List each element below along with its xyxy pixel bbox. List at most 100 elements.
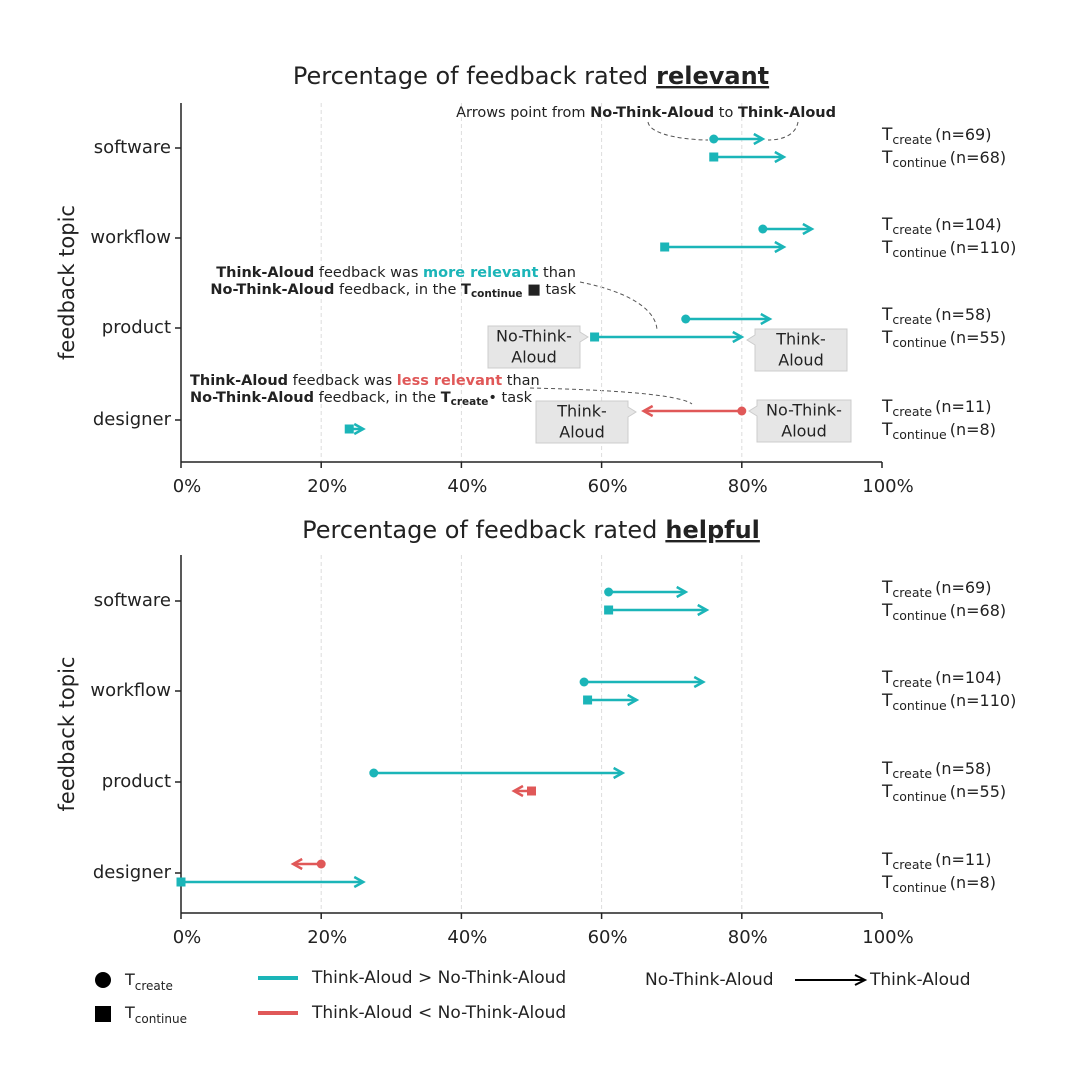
annotation-run: to xyxy=(714,105,738,121)
legend-marker-square xyxy=(95,1006,111,1022)
arrow xyxy=(176,875,366,889)
n-label: Tcreate (n=58) xyxy=(881,759,991,781)
arrow xyxy=(681,312,773,326)
arrow xyxy=(290,857,326,871)
n-label-count: (n=68) xyxy=(950,148,1006,167)
title-text: Percentage of feedback rated xyxy=(293,62,648,90)
x-tick-label: 40% xyxy=(447,927,487,948)
n-label-symbol: T xyxy=(881,215,893,235)
callout-text: Aloud xyxy=(559,423,604,442)
y-axis-label: feedback topic xyxy=(55,205,79,360)
arrowhead xyxy=(676,585,689,599)
annotation-run: feedback, in the xyxy=(314,390,441,406)
y-tick-label: designer xyxy=(93,862,172,883)
arrowhead xyxy=(774,240,787,254)
n-label-subscript: continue xyxy=(892,335,947,350)
annotation-line: Think-Aloud feedback was more relevant t… xyxy=(216,265,576,281)
n-label: Tcreate (n=69) xyxy=(881,125,991,147)
n-label: Tcontinue (n=55) xyxy=(881,782,1006,804)
n-label-subscript: continue xyxy=(892,698,947,713)
connectors xyxy=(529,121,799,405)
callout-box xyxy=(535,400,637,444)
legend-subscript: create xyxy=(135,979,173,993)
n-label-symbol: T xyxy=(881,782,893,802)
n-label-count: (n=104) xyxy=(935,668,1002,687)
callout-box xyxy=(746,328,848,372)
y-tick-label: designer xyxy=(93,409,172,430)
y-tick-label: product xyxy=(102,771,171,792)
n-label-count: (n=58) xyxy=(935,305,991,324)
n-label-symbol: T xyxy=(881,850,893,870)
marker-circle xyxy=(681,314,691,324)
x-tick-label: 60% xyxy=(588,476,628,497)
n-label-count: (n=69) xyxy=(935,578,991,597)
y-tick-label: software xyxy=(94,590,171,611)
annotation-run: • task xyxy=(488,390,532,406)
legend-label: Think-Aloud xyxy=(869,970,971,990)
n-label-symbol: T xyxy=(881,873,893,893)
x-tick-label: 80% xyxy=(728,927,768,948)
annotation-line: No-Think-Aloud feedback, in the Tcontinu… xyxy=(210,282,576,300)
arrowhead xyxy=(641,404,654,418)
n-label-count: (n=69) xyxy=(935,125,991,144)
callout-text: Aloud xyxy=(781,422,826,441)
n-label-count: (n=68) xyxy=(950,601,1006,620)
annotation-run: Think-Aloud xyxy=(190,373,288,389)
n-label-count: (n=58) xyxy=(935,759,991,778)
callout-text: Think- xyxy=(775,330,826,349)
n-label-subscript: create xyxy=(892,585,932,600)
annotation-run: T xyxy=(441,390,451,406)
legend-symbol: T xyxy=(124,1003,135,1022)
legend-label: Tcreate xyxy=(124,970,173,993)
marker-square xyxy=(709,152,719,162)
annotation-run: No-Think-Aloud xyxy=(590,105,714,121)
annotation-run: create xyxy=(451,396,489,408)
n-label-subscript: create xyxy=(892,132,932,147)
arrow xyxy=(579,675,706,689)
n-label-subscript: create xyxy=(892,222,932,237)
n-label: Tcontinue (n=8) xyxy=(881,873,996,895)
legend-label: Tcontinue xyxy=(124,1003,187,1026)
annotation-line: Think-Aloud feedback was less relevant t… xyxy=(190,373,540,389)
y-tick-label: product xyxy=(102,317,171,338)
x-tick-label: 40% xyxy=(447,476,487,497)
n-label-subscript: continue xyxy=(892,880,947,895)
title-text: Percentage of feedback rated xyxy=(302,516,657,544)
legend-label: Think-Aloud > No-Think-Aloud xyxy=(311,968,566,988)
n-label: Tcontinue (n=68) xyxy=(881,148,1006,170)
n-label-subscript: continue xyxy=(892,608,947,623)
legend-symbol: T xyxy=(124,970,135,989)
n-label-count: (n=11) xyxy=(935,397,991,416)
arrow xyxy=(660,240,787,254)
arrow xyxy=(709,150,787,164)
arrow xyxy=(709,132,766,146)
marker-square xyxy=(590,332,600,342)
marker-square xyxy=(583,695,593,705)
x-tick-label: 100% xyxy=(862,927,913,948)
connector xyxy=(647,121,709,141)
marker-circle xyxy=(758,224,768,234)
n-label-count: (n=8) xyxy=(950,420,996,439)
arrowhead xyxy=(353,875,366,889)
arrowhead xyxy=(760,312,773,326)
x-tick-label: 60% xyxy=(588,927,628,948)
arrowhead xyxy=(353,422,366,436)
annotation-run: than xyxy=(502,373,540,389)
n-label-subscript: continue xyxy=(892,427,947,442)
n-label: Tcontinue (n=8) xyxy=(881,420,996,442)
n-label: Tcreate (n=11) xyxy=(881,850,991,872)
annotation-run: Arrows point from xyxy=(456,105,590,121)
x-tick-label: 80% xyxy=(728,476,768,497)
annotation-run: Think-Aloud xyxy=(216,265,314,281)
n-label: Tcreate (n=11) xyxy=(881,397,991,419)
arrowhead xyxy=(774,150,787,164)
n-label: Tcreate (n=104) xyxy=(881,215,1002,237)
y-tick-label: workflow xyxy=(90,227,171,248)
annotation-run: ■ task xyxy=(523,282,577,298)
x-tick-label: 20% xyxy=(307,476,347,497)
annotation-run: feedback, in the xyxy=(334,282,461,298)
n-label-count: (n=11) xyxy=(935,850,991,869)
chart-title: Percentage of feedback rated helpful xyxy=(302,516,760,544)
annotation-line: Arrows point from No-Think-Aloud to Thin… xyxy=(456,105,836,121)
legend-arrowhead xyxy=(854,974,868,986)
